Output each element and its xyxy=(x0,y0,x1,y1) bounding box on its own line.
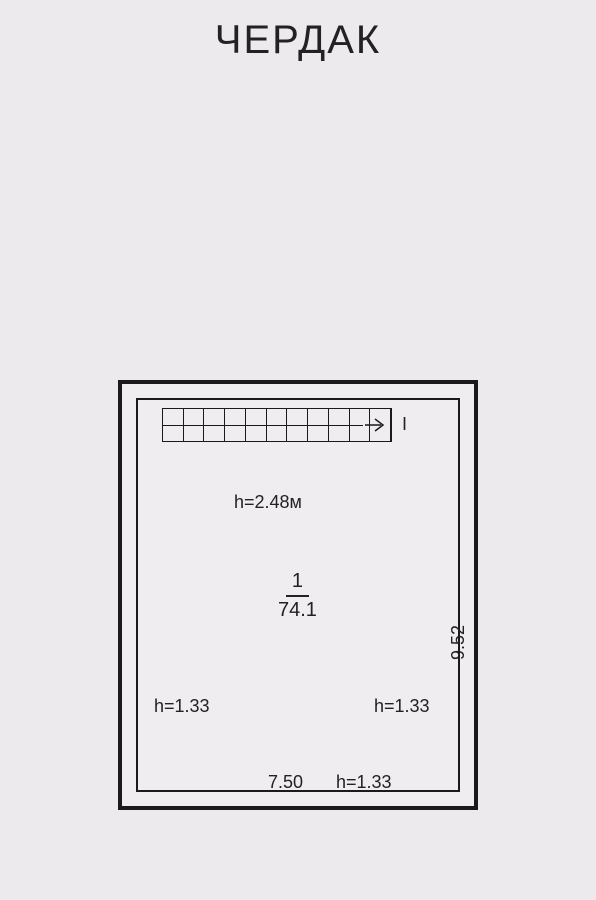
room-number: 1 xyxy=(286,570,309,597)
plan-inner-wall: I h=2.48м 1 74.1 h=1.33 h=1.33 7.50 h=1.… xyxy=(136,398,460,792)
dimension-width: 7.50 xyxy=(268,772,303,793)
room-id-area: 1 74.1 xyxy=(278,570,317,622)
plan-outer-wall: I h=2.48м 1 74.1 h=1.33 h=1.33 7.50 h=1.… xyxy=(118,380,478,810)
height-label-right: h=1.33 xyxy=(374,696,430,717)
height-label-ridge: h=2.48м xyxy=(234,492,302,513)
stair-direction-rail xyxy=(163,425,363,426)
room-area: 74.1 xyxy=(278,597,317,622)
dimension-height: 9.52 xyxy=(448,625,469,660)
page-title: ЧЕРДАК xyxy=(0,18,596,63)
height-label-left: h=1.33 xyxy=(154,696,210,717)
height-label-bottom: h=1.33 xyxy=(336,772,392,793)
stairs xyxy=(162,408,392,442)
stair-landing-mark: I xyxy=(402,414,407,435)
arrow-right-icon xyxy=(365,418,387,432)
